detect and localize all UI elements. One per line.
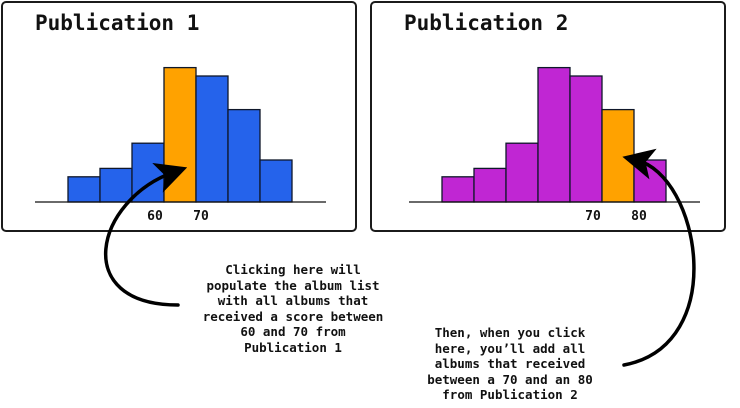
publication-1-histogram: 60 70 xyxy=(35,66,326,224)
publication-2-title: Publication 2 xyxy=(404,11,569,35)
publication-1-tick-label: 60 xyxy=(147,209,163,224)
publication-1-bar[interactable] xyxy=(259,159,293,203)
caption-line: populate the album list xyxy=(206,277,380,293)
publication-1-panel: Publication 1 60 70 xyxy=(1,1,357,232)
publication-1-tick-label: 70 xyxy=(193,209,209,224)
publication-1-bar[interactable] xyxy=(67,176,101,203)
caption-line: Clicking here will xyxy=(225,262,361,277)
publication-2-bar[interactable] xyxy=(505,142,539,203)
caption-line: with all albums that xyxy=(217,293,369,308)
caption-line: 60 and 70 from xyxy=(240,324,346,339)
caption-line: from Publication 2 xyxy=(442,387,578,402)
publication-2-instruction: Then, when you click here, you’ll add al… xyxy=(400,325,620,403)
caption-line: received a score between xyxy=(202,308,384,324)
publication-1-bar[interactable] xyxy=(227,108,261,203)
publication-2-panel: Publication 2 70 80 xyxy=(370,1,726,232)
publication-2-bar[interactable] xyxy=(537,66,571,203)
publication-1-title: Publication 1 xyxy=(35,11,200,35)
caption-line: Then, when you click xyxy=(434,325,586,340)
caption-line: between a 70 and an 80 xyxy=(427,371,593,387)
arrow-to-70-80-bar xyxy=(622,148,696,367)
publication-1-bar[interactable] xyxy=(99,167,133,203)
publication-2-tick-label: 80 xyxy=(631,209,647,224)
caption-line: here, you’ll add all xyxy=(434,340,586,356)
publication-2-tick-label: 70 xyxy=(585,209,601,224)
publication-1-instruction: Clicking here will populate the album li… xyxy=(193,262,393,355)
caption-line: albums that received xyxy=(434,356,586,371)
caption-line: Publication 1 xyxy=(244,339,342,355)
arrow-to-60-70-bar xyxy=(104,163,188,307)
publication-2-bar[interactable] xyxy=(473,167,507,203)
